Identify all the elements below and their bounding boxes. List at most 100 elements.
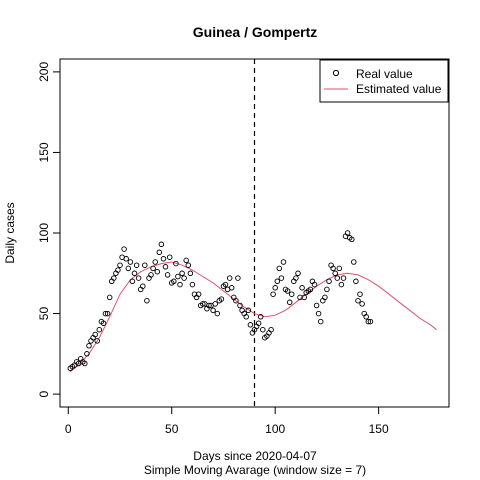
data-point [135,275,142,281]
legend-entry-estimated: Estimated value [356,82,442,96]
data-point [353,278,359,285]
data-point [123,256,129,262]
y-axis: 0 50 100 150 200 [37,62,60,397]
x-tick-label: 150 [369,422,389,436]
data-point [311,281,318,288]
legend: Real value Estimated value [319,59,449,103]
data-point [344,230,351,236]
data-point [94,338,100,344]
data-point [359,301,365,307]
data-point [301,294,307,301]
data-point [268,326,274,333]
data-point [336,265,343,272]
data-point [351,259,357,265]
data-point [82,360,88,367]
x-tick-label: 0 [65,422,72,436]
data-point [260,326,266,333]
y-tick-label: 0 [37,390,51,397]
x-tick-label: 50 [165,422,179,436]
data-point [307,286,314,293]
data-point [171,278,177,285]
data-point [115,267,121,273]
data-point [210,307,216,314]
data-point [86,343,92,349]
data-point [206,302,212,309]
data-point [284,288,291,294]
y-tick-label: 150 [37,142,51,162]
data-point [150,265,156,272]
data-point [363,314,369,320]
data-point [295,270,301,277]
data-point [330,265,336,272]
data-point [156,249,163,256]
data-point [106,294,113,301]
data-point [195,291,202,297]
data-point [111,275,117,281]
data-point [154,268,161,275]
data-point [222,281,229,288]
data-point [175,273,181,280]
y-tick-label: 100 [37,223,51,243]
data-point [100,320,107,326]
data-point [160,256,167,262]
data-point [214,310,221,317]
data-point [270,291,276,297]
data-point [164,272,171,278]
data-point [313,302,320,309]
chart-title: Guinea / Gompertz [193,24,317,40]
data-point [185,262,192,268]
data-point [121,246,127,252]
data-point [125,265,132,272]
data-point [317,318,324,325]
data-point [200,301,206,307]
data-point [102,310,109,317]
data-point [235,275,241,281]
x-axis-sublabel: Simple Moving Avarage (window size = 7) [144,463,366,477]
data-point [255,320,262,326]
data-point [233,297,239,304]
data-point [243,314,249,320]
data-point [148,272,154,278]
data-point [212,301,218,307]
data-point [226,275,233,281]
data-point [340,275,347,281]
data-point [129,278,136,285]
data-point [324,286,330,293]
data-point [357,291,363,297]
data-point [104,310,111,317]
data-point [286,299,293,306]
data-point [96,326,103,333]
x-tick-label: 100 [265,422,285,436]
data-point [278,275,285,281]
data-point [144,297,150,304]
data-point [237,302,243,309]
data-point [189,281,196,288]
data-point [173,260,179,267]
data-point [117,262,123,268]
data-point [349,236,355,243]
legend-entry-real: Real value [356,67,413,81]
x-axis-label: Days since 2020-04-07 [193,449,317,463]
x-axis: 0 50 100 150 [65,407,389,436]
y-axis-label: Daily cases [3,202,17,263]
data-point [133,262,140,268]
data-point [338,281,345,288]
data-point [247,322,254,328]
data-point [92,331,98,338]
data-point [274,278,281,285]
data-point [367,318,374,325]
data-point [84,351,90,357]
y-tick-label: 50 [37,307,51,321]
data-point [332,270,338,277]
data-point [257,314,264,320]
data-point [183,257,189,264]
data-point [218,296,225,302]
data-point [158,241,165,248]
data-point [288,291,295,297]
legend-box [319,59,449,103]
data-point [280,259,287,265]
data-point [127,259,134,265]
data-point [365,318,372,325]
data-point [355,297,361,304]
